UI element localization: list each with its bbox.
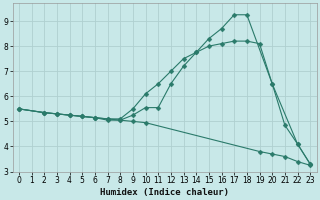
X-axis label: Humidex (Indice chaleur): Humidex (Indice chaleur) <box>100 188 229 197</box>
